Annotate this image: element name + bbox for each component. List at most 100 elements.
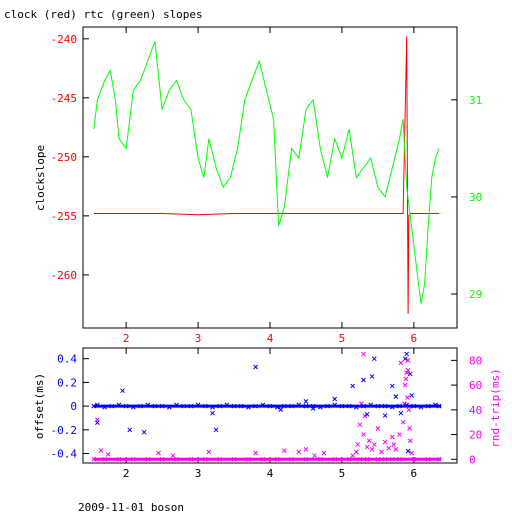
offset-point xyxy=(364,412,370,417)
rndtrip-point xyxy=(366,438,372,444)
offset-x-tick-label: 3 xyxy=(195,467,202,480)
offset-point xyxy=(433,402,438,408)
offset-point xyxy=(109,403,115,409)
offset-point xyxy=(404,351,410,357)
offset-point xyxy=(253,403,258,409)
offset-point xyxy=(141,429,147,435)
offset-point xyxy=(389,383,395,389)
offset-point xyxy=(152,403,158,409)
rndtrip-point xyxy=(403,376,409,382)
offset-point xyxy=(397,403,402,409)
offset-point xyxy=(332,396,338,402)
rtc-series-line xyxy=(93,41,440,304)
rndtrip-point xyxy=(393,447,399,452)
offset-point xyxy=(418,404,424,410)
rndtrip-point xyxy=(386,445,392,451)
offset-point xyxy=(398,410,404,416)
rndtrip-point xyxy=(274,456,280,462)
offset-y2-tick-label: 80 xyxy=(469,354,482,367)
offset-point xyxy=(138,403,143,409)
offset-y-tick-label: 0.4 xyxy=(57,353,77,366)
rndtrip-point xyxy=(371,442,377,447)
offset-point xyxy=(339,403,345,409)
rndtrip-point xyxy=(411,456,417,462)
rndtrip-point xyxy=(397,432,402,437)
rndtrip-point xyxy=(375,426,381,431)
rndtrip-point xyxy=(361,432,366,437)
rndtrip-point xyxy=(382,439,388,445)
offset-y-tick-label: 0 xyxy=(70,400,77,413)
rndtrip-point xyxy=(436,456,442,462)
offset-point xyxy=(382,403,388,409)
offset-point xyxy=(296,402,302,408)
offset-point xyxy=(368,402,374,408)
offset-point xyxy=(159,403,165,409)
offset-point xyxy=(436,403,442,409)
offset-point xyxy=(202,403,208,409)
offset-point xyxy=(353,404,359,410)
rndtrip-point xyxy=(425,456,431,462)
rndtrip-point xyxy=(369,447,375,452)
offset-y2-tick-label: 60 xyxy=(469,379,482,392)
offset-point xyxy=(95,402,100,408)
offset-point xyxy=(195,402,201,408)
rndtrip-point xyxy=(379,449,384,455)
rndtrip-point xyxy=(282,448,287,453)
offset-point xyxy=(116,402,122,408)
rndtrip-point xyxy=(130,456,136,462)
rndtrip-point xyxy=(170,453,176,458)
offset-y2-tick-label: 20 xyxy=(469,429,482,442)
offset-point xyxy=(120,388,125,394)
rndtrip-point xyxy=(188,456,194,462)
offset-point xyxy=(210,410,215,416)
offset-point xyxy=(317,404,323,410)
offset-point xyxy=(174,402,179,408)
offset-x-tick-label: 5 xyxy=(339,467,346,480)
offset-point xyxy=(389,404,395,410)
rndtrip-point xyxy=(350,453,356,458)
rndtrip-point xyxy=(407,438,413,444)
offset-point xyxy=(289,403,294,409)
rndtrip-point xyxy=(361,351,366,357)
offset-y-axis-label: offset(ms) xyxy=(33,373,46,439)
slope-y2-tick-label: 30 xyxy=(469,191,482,204)
rndtrip-point xyxy=(246,456,251,462)
offset-point xyxy=(246,404,251,410)
rndtrip-point xyxy=(332,456,338,462)
slope-x-tick-label: 2 xyxy=(123,332,130,345)
slope-x-tick-label: 5 xyxy=(339,332,346,345)
rndtrip-point xyxy=(355,442,361,447)
rndtrip-point xyxy=(398,360,404,366)
offset-point xyxy=(425,403,431,409)
rndtrip-point xyxy=(159,456,165,462)
offset-series xyxy=(91,351,442,462)
rndtrip-point xyxy=(407,426,412,431)
rndtrip-point xyxy=(397,456,402,462)
rndtrip-point xyxy=(357,456,363,462)
slope-series xyxy=(93,36,440,314)
offset-point xyxy=(127,427,133,433)
offset-point xyxy=(231,403,237,409)
offset-y2-tick-label: 40 xyxy=(469,404,482,417)
rndtrip-point xyxy=(405,367,411,373)
offset-point xyxy=(253,364,258,370)
offset-point xyxy=(405,448,411,454)
rndtrip-point xyxy=(346,456,352,462)
offset-point xyxy=(95,420,100,426)
chart-title: clock (red) rtc (green) slopes xyxy=(4,8,203,21)
offset-point xyxy=(375,403,381,409)
rndtrip-point xyxy=(260,456,266,462)
offset-point xyxy=(260,402,266,408)
slope-axis-ticks: 2 3 4 5 6 -240 -245 -250 -255 -260 31 30 29 xyxy=(51,27,482,345)
rndtrip-point xyxy=(404,370,410,376)
slope-x-tick-label: 3 xyxy=(195,332,202,345)
rndtrip-point xyxy=(202,456,208,462)
offset-point xyxy=(350,383,356,389)
offset-point xyxy=(361,403,366,409)
offset-x-tick-label: 6 xyxy=(411,467,418,480)
rndtrip-point xyxy=(389,434,395,440)
rndtrip-point xyxy=(217,456,223,462)
offset-point xyxy=(402,356,408,362)
offset-point xyxy=(411,403,417,409)
